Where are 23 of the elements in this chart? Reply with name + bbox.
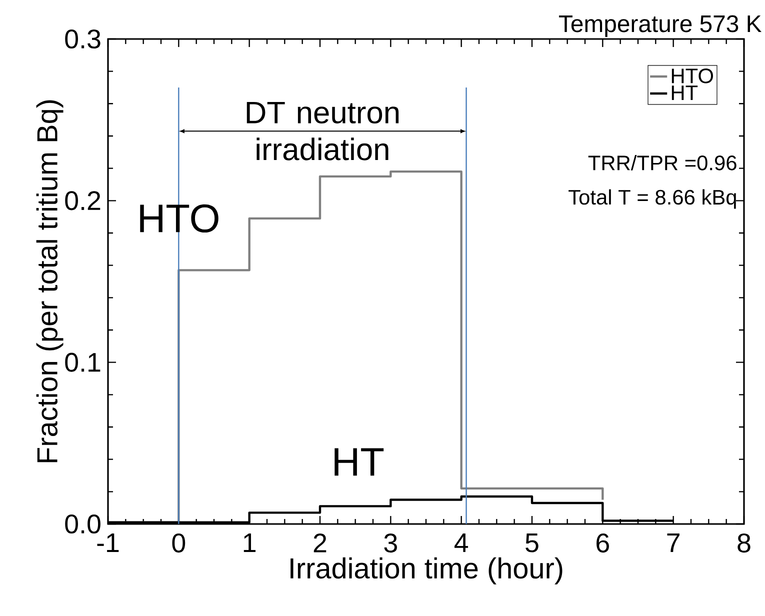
- x-tick-label: 0: [172, 534, 186, 553]
- y-tick-label: 0.0: [65, 514, 100, 534]
- annotation: TRR/TPR =0.96: [588, 154, 736, 170]
- legend-label: HTO: [672, 68, 713, 84]
- x-tick-label: 2: [314, 534, 326, 552]
- y-tick-label: 0.3: [65, 29, 100, 49]
- y-tick-label: 0.1: [65, 352, 100, 372]
- x-tick-label: 5: [526, 534, 538, 552]
- x-tick-label: 6: [596, 534, 609, 553]
- chart-title: Temperature 573 K: [558, 15, 762, 37]
- y-tick-label: 0.2: [65, 191, 100, 210]
- annotation: DT neutron irradiation: [246, 102, 399, 160]
- legend-label: HT: [672, 86, 698, 100]
- x-tick-label: 4: [454, 534, 468, 552]
- x-tick-label: 3: [384, 534, 397, 553]
- x-tick-label: 8: [738, 534, 750, 553]
- annotation: Total T = 8.66 kBq: [568, 189, 736, 209]
- x-axis-title: Irradiation time (hour): [290, 557, 562, 584]
- annotation: HT: [334, 448, 384, 476]
- y-axis-title: Fraction (per total tritium Bq): [36, 100, 64, 462]
- x-tick-label: 1: [244, 534, 256, 552]
- x-tick-label: -1: [97, 534, 119, 552]
- x-tick-label: 7: [667, 534, 680, 552]
